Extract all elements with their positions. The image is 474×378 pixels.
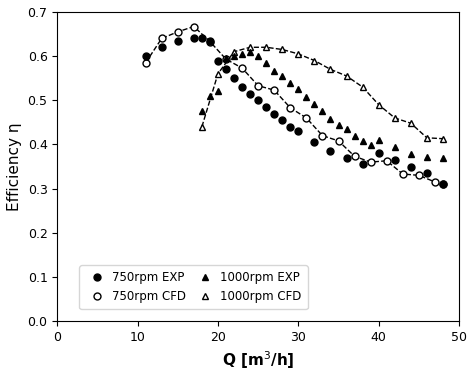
Y-axis label: Efficiency η: Efficiency η: [7, 122, 22, 211]
Legend: 750rpm EXP, 750rpm CFD, 1000rpm EXP, 1000rpm CFD: 750rpm EXP, 750rpm CFD, 1000rpm EXP, 100…: [79, 265, 308, 309]
X-axis label: Q [m$^3$/h]: Q [m$^3$/h]: [222, 349, 294, 371]
